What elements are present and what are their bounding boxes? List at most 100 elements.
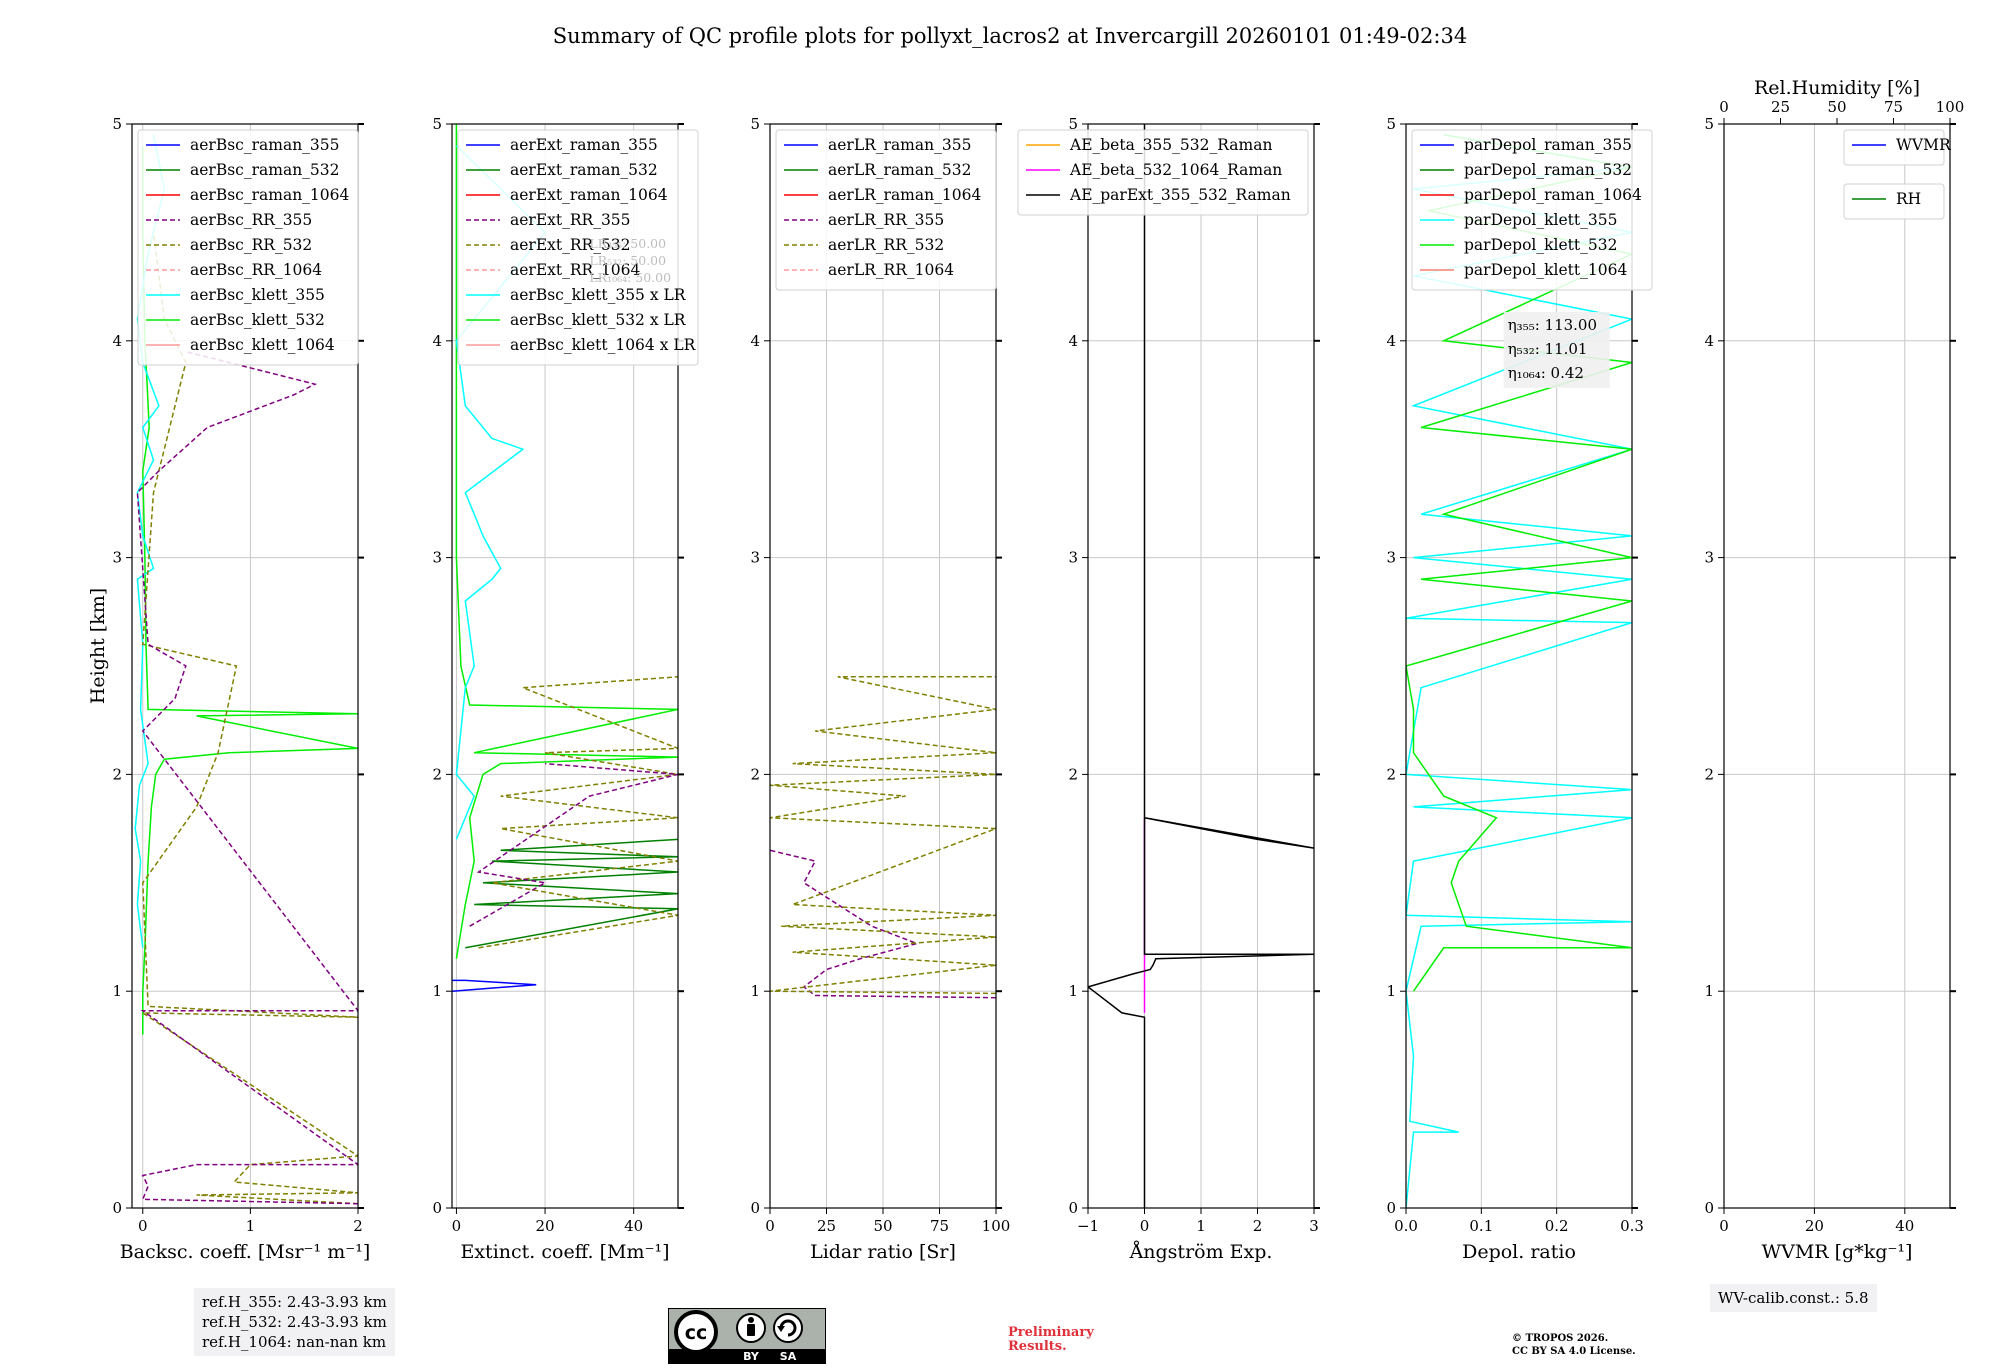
- cc-logo-icon: cc: [674, 1310, 718, 1354]
- legend-frame: [1411, 129, 1653, 291]
- legend-label: aerBsc_raman_532: [190, 161, 340, 179]
- panel-depolarization: 0.0 0.1 0.2 0.3 0 1 2 3 4 5 Depol. ratio parDepol_r…: [1386, 115, 1653, 1263]
- legend-label: aerLR_RR_1064: [828, 261, 954, 279]
- cc-sa-label: SA: [780, 1350, 797, 1363]
- cc-license-badge: cc BY SA: [668, 1308, 826, 1368]
- reference-heights-box: ref.H_355: 2.43-3.93 km ref.H_532: 2.43-…: [194, 1288, 395, 1356]
- y-tick-label: 5: [750, 115, 760, 133]
- plot-frame: [1405, 123, 1633, 1209]
- x-tick-label: 2: [1253, 1217, 1263, 1235]
- x-axis-label: Ångström Exp.: [1129, 1241, 1273, 1263]
- x-tick-label: 3: [1309, 1217, 1319, 1235]
- series-line-AE_parExt_355_532_Raman: [1088, 124, 1314, 1208]
- legend-label: parDepol_klett_355: [1464, 211, 1617, 229]
- legend-label: aerLR_raman_1064: [828, 186, 981, 204]
- lr-annotation: LR₅₃₂: 50.00: [589, 253, 666, 268]
- y-tick-label: 2: [1068, 765, 1078, 783]
- series-line-aerBsc_klett_532: [142, 145, 358, 1035]
- series-line-aerBsc_klett_532 x LR: [455, 124, 678, 959]
- legend-label: aerBsc_raman_1064: [190, 186, 350, 204]
- legend-label: aerLR_RR_355: [828, 211, 944, 229]
- y-tick-label: 0: [432, 1199, 442, 1217]
- series-line-aerExt_raman_355: [452, 979, 537, 992]
- ref-height-355: ref.H_355: 2.43-3.93 km: [202, 1293, 387, 1311]
- x-tick-label: 0: [1140, 1217, 1150, 1235]
- legend-label: parDepol_klett_532: [1464, 236, 1617, 254]
- y-tick-label: 2: [432, 765, 442, 783]
- x-tick-label: 50: [873, 1217, 892, 1235]
- legend-frame: [1843, 183, 1945, 220]
- y-tick-label: 4: [432, 332, 442, 350]
- legend-label: aerBsc_RR_532: [190, 236, 312, 254]
- top-tick-label: 25: [1771, 98, 1790, 116]
- x-tick-label: 1: [246, 1217, 256, 1235]
- top-tick-label: 75: [1884, 98, 1903, 116]
- attribution-icon: [736, 1313, 766, 1343]
- series-line-aerExt_RR_532: [478, 676, 678, 949]
- x-tick-label: 0: [138, 1217, 148, 1235]
- legend-label: aerBsc_klett_532 x LR: [510, 311, 687, 329]
- y-tick-label: 2: [1386, 765, 1396, 783]
- y-tick-label: 3: [1704, 549, 1714, 567]
- legend-label: parDepol_raman_1064: [1464, 186, 1642, 204]
- y-tick-label: 4: [1386, 332, 1396, 350]
- x-tick-label: 0.1: [1469, 1217, 1493, 1235]
- legend-label: AE_parExt_355_532_Raman: [1069, 186, 1291, 204]
- x-axis-label: Lidar ratio [Sr]: [810, 1241, 956, 1263]
- legend-label: aerBsc_klett_1064: [190, 336, 335, 354]
- y-tick-label: 4: [112, 332, 122, 350]
- series-line-aerBsc_RR_532: [140, 232, 358, 1205]
- x-tick-label: 0: [452, 1217, 462, 1235]
- y-tick-label: 1: [1386, 982, 1396, 1000]
- y-tick-label: 2: [1704, 765, 1714, 783]
- y-tick-label: 1: [112, 982, 122, 1000]
- series-line-aerLR_RR_532: [770, 676, 996, 995]
- panel-water-vapor: 0 20 40 0 1 2 3 4 5 WVMR [g*kg⁻¹] 0 25 50 75 100 Rel.Hu…: [1704, 77, 1964, 1263]
- x-tick-label: 100: [982, 1217, 1011, 1235]
- series-group: [1088, 124, 1314, 1208]
- cc-logo-text: cc: [685, 1322, 708, 1344]
- legend-label: aerExt_raman_1064: [510, 186, 668, 204]
- preliminary-results-note: Preliminary Results.: [1008, 1326, 1094, 1354]
- y-tick-label: 1: [750, 982, 760, 1000]
- x-tick-label: 0: [765, 1217, 775, 1235]
- top-tick-label: 0: [1719, 98, 1729, 116]
- legend: aerLR_raman_355 aerLR_raman_532 aerLR_rama…: [775, 129, 997, 291]
- legend-frame: [1843, 129, 1945, 166]
- lr-annotation: LR₃₅₅: 50.00: [589, 236, 666, 251]
- series-line-parDepol_klett_532: [1406, 134, 1632, 992]
- x-tick-label: 1: [1196, 1217, 1206, 1235]
- legend: aerExt_raman_355 aerExt_raman_532 aerExt_r…: [457, 129, 699, 366]
- legend-frame: [457, 129, 699, 366]
- x-tick-label: 0: [1719, 1217, 1729, 1235]
- legend-secondary: RH: [1843, 183, 1945, 220]
- preliminary-line-2: Results.: [1008, 1339, 1067, 1354]
- top-axis-label: Rel.Humidity [%]: [1754, 77, 1920, 99]
- copyright-note: © TROPOS 2026. CC BY SA 4.0 License.: [1512, 1332, 1636, 1358]
- legend-label: aerExt_raman_355: [510, 136, 658, 154]
- legend-label: aerLR_raman_532: [828, 161, 971, 179]
- ref-height-532: ref.H_532: 2.43-3.93 km: [202, 1313, 387, 1331]
- series-line-aerBsc_RR_355: [136, 350, 358, 1205]
- legend-label: aerExt_raman_532: [510, 161, 658, 179]
- x-tick-label: 75: [930, 1217, 949, 1235]
- wv-calibration-box: WV-calib.const.: 5.8: [1710, 1284, 1877, 1312]
- y-tick-label: 0: [1704, 1199, 1714, 1217]
- y-tick-label: 0: [1068, 1199, 1078, 1217]
- y-tick-label: 1: [432, 982, 442, 1000]
- legend-label: RH: [1896, 190, 1921, 208]
- y-tick-label: 3: [1068, 549, 1078, 567]
- plot-frame: [131, 123, 359, 1209]
- legend: parDepol_raman_355 parDepol_raman_532 parD…: [1411, 129, 1653, 291]
- plot-frame: [1723, 123, 1951, 1209]
- y-tick-label: 4: [750, 332, 760, 350]
- y-tick-label: 1: [1704, 982, 1714, 1000]
- y-tick-label: 0: [750, 1199, 760, 1217]
- series-line-aerExt_RR_355: [469, 762, 678, 927]
- y-tick-label: 4: [1704, 332, 1714, 350]
- y-tick-label: 0: [112, 1199, 122, 1217]
- y-tick-label: 3: [1386, 549, 1396, 567]
